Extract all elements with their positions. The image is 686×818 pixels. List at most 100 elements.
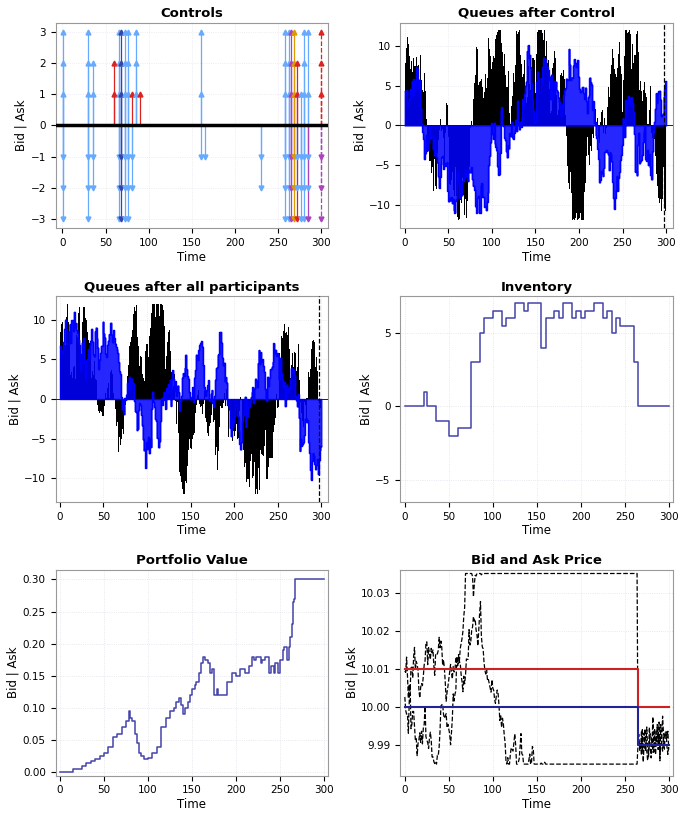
Bar: [473, 83, 475, 125]
Bar: [410, 69, 411, 125]
Bar: [248, 399, 249, 479]
Bar: [532, 58, 533, 125]
Bar: [220, 399, 221, 406]
Bar: [438, 125, 439, 140]
Bar: [252, 399, 253, 479]
X-axis label: Time: Time: [178, 251, 206, 264]
Bar: [139, 366, 140, 399]
Bar: [486, 79, 488, 125]
Bar: [580, 125, 581, 213]
Bar: [137, 350, 139, 399]
Bar: [160, 304, 161, 399]
Bar: [486, 88, 487, 125]
Bar: [588, 125, 589, 155]
Bar: [523, 74, 524, 125]
Bar: [68, 322, 69, 399]
Bar: [279, 353, 281, 399]
Bar: [411, 61, 412, 125]
Title: Inventory: Inventory: [501, 281, 573, 294]
X-axis label: Time: Time: [522, 524, 552, 537]
Bar: [553, 63, 554, 125]
Bar: [219, 399, 220, 428]
Bar: [192, 399, 193, 439]
Bar: [660, 125, 661, 199]
Bar: [113, 393, 114, 399]
Bar: [295, 353, 296, 399]
Bar: [161, 304, 162, 399]
Bar: [188, 399, 189, 450]
Bar: [547, 61, 549, 125]
Bar: [459, 125, 460, 219]
Bar: [638, 52, 639, 125]
Bar: [85, 318, 86, 399]
Bar: [644, 83, 646, 125]
Bar: [310, 369, 311, 399]
Bar: [652, 125, 653, 138]
Bar: [606, 125, 607, 128]
Bar: [163, 309, 164, 399]
Bar: [428, 125, 429, 149]
Bar: [226, 389, 227, 399]
Bar: [81, 354, 82, 399]
Bar: [489, 49, 490, 125]
Bar: [565, 115, 566, 125]
Bar: [636, 34, 637, 125]
Bar: [187, 399, 188, 465]
Bar: [261, 399, 262, 454]
Bar: [167, 342, 168, 399]
Bar: [182, 399, 183, 489]
Bar: [633, 63, 634, 125]
Bar: [177, 399, 178, 402]
Bar: [615, 77, 617, 125]
Bar: [481, 85, 482, 125]
Bar: [536, 54, 537, 125]
Bar: [442, 125, 443, 128]
Bar: [69, 368, 71, 399]
Bar: [654, 125, 655, 138]
Bar: [308, 371, 309, 399]
Bar: [447, 110, 449, 125]
Y-axis label: Bid | Ask: Bid | Ask: [359, 373, 372, 425]
Bar: [292, 360, 294, 399]
Bar: [107, 388, 108, 399]
Bar: [110, 373, 111, 399]
Bar: [581, 125, 582, 221]
Bar: [550, 113, 552, 125]
Bar: [573, 125, 575, 221]
Bar: [642, 101, 643, 125]
Bar: [567, 125, 568, 166]
Bar: [62, 329, 63, 399]
Bar: [94, 361, 95, 399]
Bar: [201, 399, 202, 407]
Bar: [197, 395, 198, 399]
Bar: [544, 30, 545, 125]
Bar: [145, 351, 146, 399]
Bar: [541, 30, 542, 125]
Bar: [598, 125, 599, 138]
Bar: [135, 311, 136, 399]
Bar: [444, 125, 445, 164]
Bar: [166, 357, 167, 399]
Bar: [181, 399, 182, 482]
Bar: [524, 60, 525, 125]
Bar: [501, 43, 502, 125]
Bar: [622, 112, 623, 125]
Bar: [65, 344, 66, 399]
Bar: [648, 124, 649, 125]
Bar: [289, 348, 290, 399]
Bar: [605, 125, 606, 134]
Bar: [424, 74, 425, 125]
Bar: [614, 69, 615, 125]
Bar: [496, 35, 497, 125]
Bar: [579, 125, 580, 218]
Bar: [290, 378, 291, 399]
Bar: [297, 366, 298, 399]
Bar: [530, 90, 531, 125]
Bar: [601, 111, 602, 125]
Bar: [174, 374, 175, 399]
Bar: [612, 48, 613, 125]
Bar: [232, 399, 233, 438]
Bar: [303, 399, 304, 427]
Bar: [237, 399, 239, 438]
Bar: [479, 82, 480, 125]
